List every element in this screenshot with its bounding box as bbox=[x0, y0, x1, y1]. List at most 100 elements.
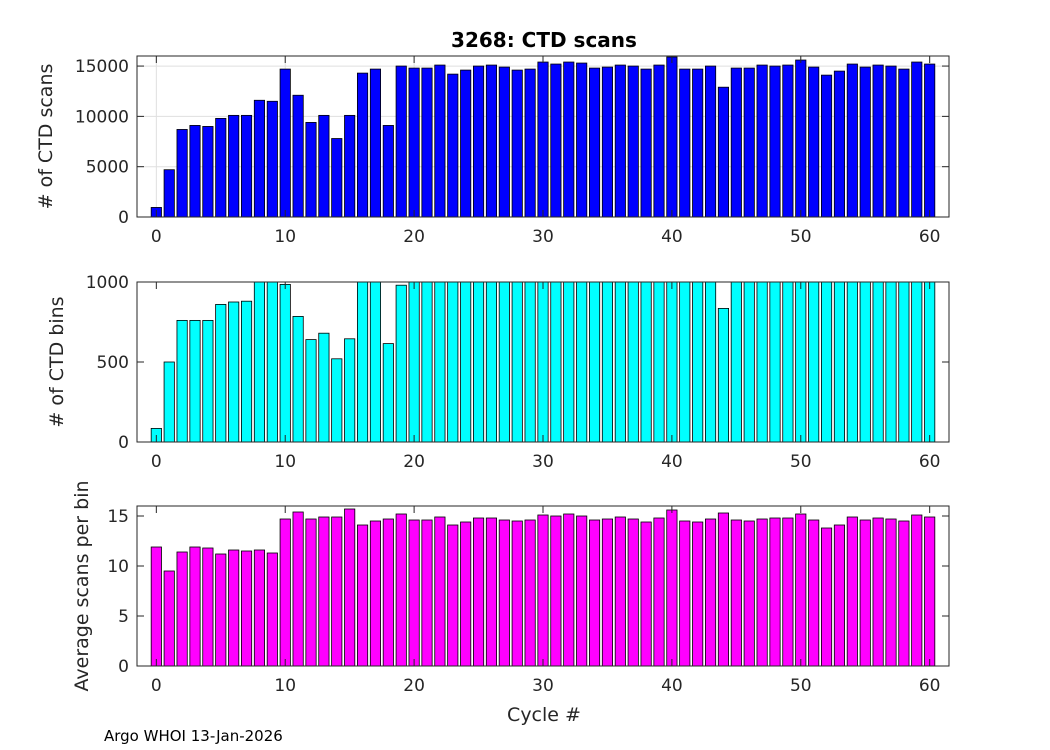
avg-scans-bar bbox=[434, 516, 446, 667]
bins-bar bbox=[924, 281, 936, 443]
avg-scans-x-tick-label: 50 bbox=[790, 676, 812, 696]
scans-x-tick-label: 50 bbox=[790, 227, 812, 247]
avg-scans-bar bbox=[782, 517, 794, 667]
avg-scans-bar bbox=[485, 517, 497, 667]
avg-scans-bar bbox=[189, 546, 201, 667]
bins-x-tick-label: 0 bbox=[151, 452, 162, 472]
bins-bar bbox=[601, 281, 613, 443]
avg-scans-bar bbox=[279, 518, 291, 667]
bins-bar bbox=[395, 284, 407, 443]
bins-bar bbox=[743, 281, 755, 443]
scans-bar bbox=[563, 61, 575, 218]
chart-title: 3268: CTD scans bbox=[451, 28, 637, 52]
avg-scans-bar bbox=[331, 516, 343, 667]
avg-scans-bar bbox=[344, 508, 356, 667]
bins-bar bbox=[679, 281, 691, 443]
scans-bar bbox=[756, 64, 768, 218]
bins-bar bbox=[885, 281, 897, 443]
avg-scans-bar bbox=[756, 518, 768, 667]
bins-bar bbox=[176, 319, 188, 443]
avg-scans-bar bbox=[614, 516, 626, 667]
bins-y-tick-label: 1000 bbox=[86, 273, 129, 293]
scans-bar bbox=[228, 114, 240, 218]
scans-bar bbox=[550, 63, 562, 218]
bins-bar bbox=[640, 281, 652, 443]
avg-scans-x-tick-label: 30 bbox=[532, 676, 554, 696]
bins-bar bbox=[717, 307, 729, 443]
avg-scans-bar bbox=[808, 519, 820, 667]
bins-y-tick-label: 500 bbox=[97, 353, 129, 373]
avg-scans-x-tick-label: 10 bbox=[274, 676, 296, 696]
avg-scans-x-tick-label: 40 bbox=[661, 676, 683, 696]
scans-bar bbox=[215, 117, 227, 218]
bins-bar bbox=[189, 319, 201, 443]
bins-bar bbox=[859, 281, 871, 443]
scans-bar bbox=[859, 66, 871, 218]
scans-x-tick-label: 0 bbox=[151, 227, 162, 247]
avg-scans-bar bbox=[240, 550, 253, 667]
scans-bar bbox=[524, 68, 536, 218]
scans-bar bbox=[885, 65, 897, 218]
avg-scans-bar bbox=[679, 520, 691, 667]
bins-bar bbox=[833, 281, 845, 443]
bins-bar bbox=[344, 338, 356, 443]
avg-scans-x-tick-label: 60 bbox=[919, 676, 941, 696]
avg-scans-bar bbox=[769, 517, 781, 667]
bins-bar bbox=[215, 303, 227, 443]
bins-bar bbox=[756, 281, 768, 443]
avg-scans-bar bbox=[859, 519, 871, 667]
avg-scans-bar bbox=[292, 511, 304, 667]
avg-scans-bar bbox=[202, 547, 214, 667]
bins-bar bbox=[472, 281, 485, 443]
avg-scans-bar bbox=[846, 516, 858, 667]
avg-scans-y-tick-label: 0 bbox=[118, 657, 129, 677]
scans-bar bbox=[821, 74, 833, 218]
scans-bar bbox=[679, 68, 691, 218]
scans-bar bbox=[485, 64, 497, 218]
scans-bar bbox=[421, 67, 433, 218]
bins-bar bbox=[550, 281, 562, 443]
scans-bar bbox=[833, 70, 845, 218]
scans-bar bbox=[743, 67, 755, 218]
scans-bar bbox=[460, 69, 472, 218]
avg-scans-bar bbox=[382, 518, 394, 667]
scans-bar bbox=[614, 64, 626, 218]
bins-bar bbox=[498, 281, 510, 443]
scans-y-tick-label: 0 bbox=[118, 208, 129, 228]
avg-scans-x-tick-label: 20 bbox=[403, 676, 425, 696]
bins-bar bbox=[795, 281, 807, 443]
bins-bar bbox=[846, 281, 858, 443]
avg-scans-bar bbox=[318, 516, 330, 667]
bins-x-tick-label: 60 bbox=[919, 452, 941, 472]
scans-bar bbox=[717, 86, 729, 218]
avg-scans-y-tick-label: 10 bbox=[107, 557, 129, 577]
avg-scans-bar bbox=[408, 519, 420, 667]
avg-scans-y-tick-label: 5 bbox=[118, 607, 129, 627]
bins-bar bbox=[447, 281, 459, 443]
avg-scans-bar bbox=[356, 524, 369, 667]
scans-bar bbox=[653, 64, 665, 218]
scans-bar bbox=[640, 68, 652, 218]
scans-bar bbox=[782, 64, 794, 218]
scans-bar bbox=[176, 129, 188, 218]
bins-x-tick-label: 20 bbox=[403, 452, 425, 472]
avg-scans-y-axis-label: Average scans per bin bbox=[71, 480, 93, 691]
avg-scans-bar bbox=[563, 513, 575, 667]
bins-bar bbox=[266, 281, 278, 443]
bins-bar bbox=[589, 281, 601, 443]
scans-bar bbox=[447, 73, 459, 218]
avg-scans-bar bbox=[692, 521, 704, 667]
avg-scans-bar bbox=[369, 520, 381, 667]
bins-bar bbox=[202, 319, 214, 443]
avg-scans-bar bbox=[627, 518, 639, 667]
bins-bar bbox=[369, 281, 381, 443]
avg-scans-bar bbox=[305, 518, 317, 667]
scans-bar bbox=[163, 169, 175, 218]
bins-y-tick-label: 0 bbox=[118, 433, 129, 453]
scans-bar bbox=[511, 69, 523, 218]
scans-bar bbox=[795, 59, 807, 218]
x-axis-label: Cycle # bbox=[507, 704, 581, 726]
scans-panel: 0 10 20 30 40 50 60 0 5000 10000 15000 # of CTD sca… bbox=[35, 55, 950, 247]
scans-y-tick-label: 10000 bbox=[75, 107, 129, 127]
bins-bar bbox=[524, 281, 536, 443]
